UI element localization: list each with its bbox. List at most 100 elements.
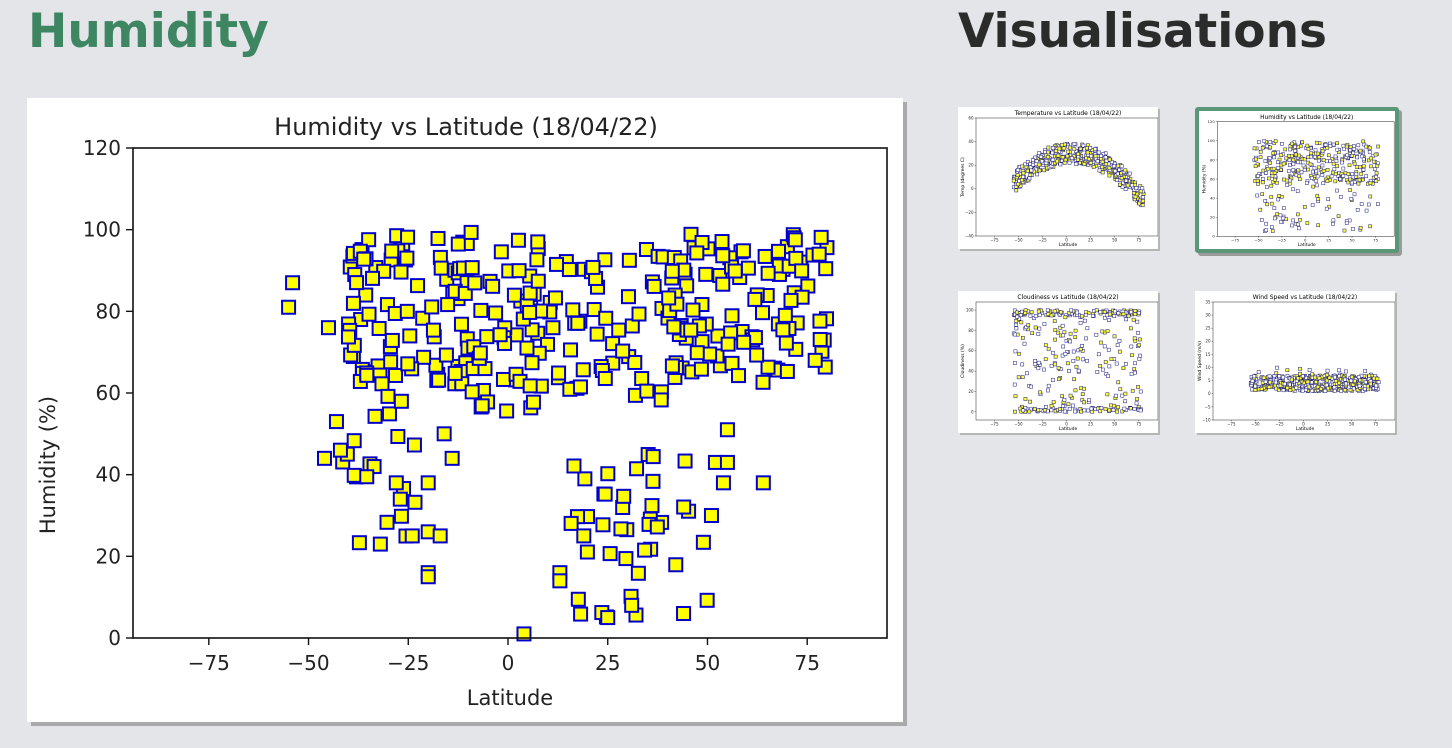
thumb-data-point	[1277, 374, 1282, 379]
data-point	[431, 372, 447, 388]
thumb-data-point	[1366, 202, 1371, 207]
thumb-data-point	[1017, 351, 1021, 356]
thumb-data-point	[1275, 365, 1279, 370]
thumb-data-point	[1140, 203, 1145, 208]
humidity-thumbnail-chart: Humidity vs Latitude (18/04/22) Latitude…	[1202, 115, 1395, 248]
thumb-data-point	[1358, 148, 1363, 153]
thumb-data-point	[1025, 168, 1030, 173]
thumb-data-point	[1049, 363, 1054, 368]
thumb-data-point	[1261, 180, 1265, 185]
thumb-data-point	[1327, 204, 1332, 209]
thumb-data-point	[1335, 188, 1339, 193]
thumbnail-cloudiness[interactable]: Cloudiness vs Latitude (18/04/22) Latitu…	[958, 291, 1158, 433]
thumb-data-point	[1135, 319, 1140, 324]
thumb-data-point	[1368, 224, 1372, 229]
thumb-data-point	[1364, 144, 1369, 149]
thumb-data-point	[1274, 386, 1279, 391]
thumb-data-point	[1276, 166, 1281, 170]
thumb-data-point	[1137, 337, 1142, 342]
thumb-data-point	[1082, 400, 1086, 405]
data-point	[379, 514, 395, 530]
thumb-data-point	[1135, 397, 1139, 401]
thumb-data-point	[1327, 153, 1331, 158]
thumb-data-point	[1269, 184, 1274, 188]
thumb-data-point	[1355, 165, 1359, 169]
thumb-data-point	[1321, 181, 1326, 186]
thumb-y-tick-label: 40	[1210, 196, 1215, 201]
thumb-data-point	[1118, 182, 1122, 187]
thumb-data-point	[1134, 186, 1139, 190]
thumb-data-point	[1129, 372, 1134, 376]
data-point	[634, 371, 650, 387]
thumb-data-point	[1128, 406, 1133, 411]
thumb-data-point	[1358, 165, 1362, 169]
thumb-data-point	[1021, 408, 1026, 413]
data-point	[472, 345, 488, 361]
data-point	[374, 376, 390, 392]
data-point	[664, 263, 680, 279]
data-point	[736, 334, 752, 350]
thumb-data-point	[1105, 392, 1110, 397]
data-point	[566, 458, 582, 474]
thumb-data-point	[1367, 150, 1372, 154]
data-point	[719, 454, 735, 470]
thumb-data-point	[1282, 177, 1286, 182]
thumb-data-point	[1367, 373, 1372, 378]
thumb-data-point	[1073, 328, 1078, 333]
thumb-data-point	[1117, 167, 1122, 172]
thumbnail-wind-speed[interactable]: Wind Speed vs Latitude (18/04/22) Latitu…	[1195, 291, 1395, 433]
thumb-data-point	[1102, 344, 1107, 349]
thumb-data-point	[1349, 197, 1354, 201]
thumb-data-point	[1281, 161, 1286, 166]
thumb-data-point	[1070, 156, 1074, 161]
thumb-data-point	[1013, 332, 1017, 337]
thumb-data-point	[1087, 157, 1091, 161]
data-point	[778, 335, 794, 351]
thumb-data-point	[1268, 140, 1273, 144]
thumb-title: Wind Speed vs Latitude (18/04/22)	[1253, 294, 1358, 301]
thumb-data-point	[1330, 157, 1334, 161]
thumb-data-point	[1060, 155, 1065, 160]
thumb-data-point	[1307, 368, 1312, 372]
thumb-data-point	[1334, 159, 1339, 163]
data-point	[600, 466, 616, 482]
thumb-data-point	[1302, 168, 1307, 172]
thumb-xlabel: Latitude	[1059, 242, 1078, 248]
y-tick-label: 0	[108, 626, 121, 650]
thumb-data-point	[1296, 168, 1301, 173]
data-point	[755, 475, 771, 491]
thumb-data-point	[1138, 189, 1143, 194]
thumb-data-point	[1025, 371, 1029, 376]
thumb-data-point	[1298, 218, 1302, 222]
thumb-data-point	[1345, 153, 1349, 158]
data-point	[359, 469, 375, 485]
thumb-data-point	[1036, 332, 1041, 336]
data-point	[611, 322, 627, 338]
thumb-data-point	[1019, 320, 1024, 325]
thumb-x-tick-label: −25	[1275, 422, 1284, 427]
thumb-data-point	[1263, 159, 1268, 163]
x-axis-label: Latitude	[467, 686, 553, 710]
thumb-data-point	[1338, 177, 1342, 181]
thumb-y-tick-label: 20	[968, 389, 974, 394]
thumbnail-temperature[interactable]: Temperature vs Latitude (18/04/22) Latit…	[958, 107, 1158, 249]
thumb-data-point	[1316, 158, 1321, 163]
thumb-data-point	[1325, 159, 1329, 164]
thumb-data-point	[1303, 205, 1307, 209]
thumb-data-point	[1065, 361, 1070, 366]
data-point	[393, 264, 409, 280]
thumb-data-point	[1119, 164, 1124, 169]
thumb-data-point	[1300, 388, 1305, 393]
thumb-data-point	[1059, 310, 1063, 315]
thumb-data-point	[1072, 377, 1076, 382]
thumb-data-point	[1088, 145, 1093, 150]
thumb-data-point	[1305, 181, 1309, 185]
thumb-data-point	[1282, 206, 1286, 210]
thumb-x-tick-label: −75	[1227, 422, 1236, 427]
thumb-data-point	[1294, 385, 1299, 390]
thumb-data-point	[1104, 158, 1109, 163]
data-point	[510, 232, 526, 248]
thumbnail-humidity[interactable]: Humidity vs Latitude (18/04/22) Latitude…	[1195, 107, 1399, 253]
y-tick-label: 60	[96, 381, 121, 405]
thumb-data-point	[1297, 153, 1301, 158]
